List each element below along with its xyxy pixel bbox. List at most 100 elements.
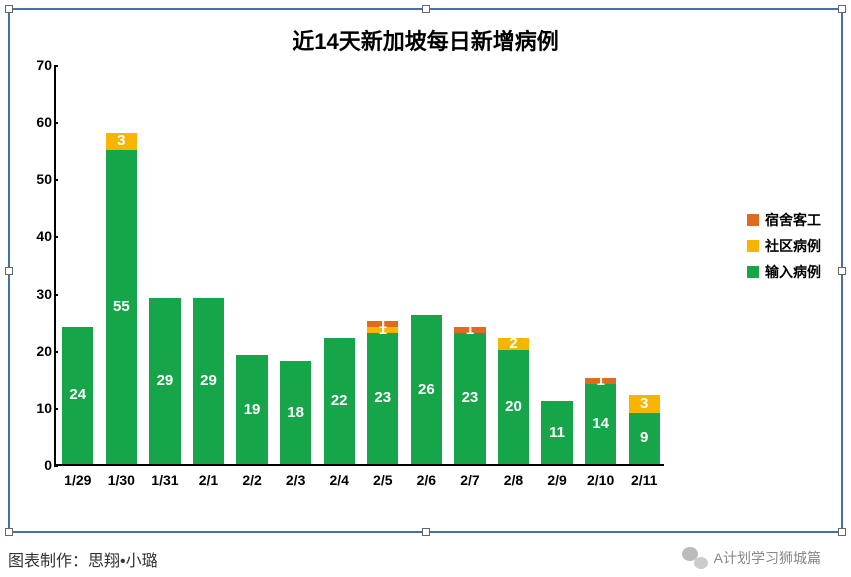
bar-segment: 14 [585, 384, 616, 464]
bar-segment: 29 [149, 298, 180, 464]
bar-value-label: 26 [411, 381, 442, 398]
bar-segment: 24 [62, 327, 93, 464]
bar-segment: 26 [411, 315, 442, 464]
wechat-tag: A计划学习狮城篇 [682, 547, 821, 569]
legend-label: 宿舍客工 [765, 210, 821, 230]
bar-group: 2311 [367, 463, 398, 464]
bar-segment: 1 [367, 321, 398, 327]
bar-segment: 3 [629, 395, 660, 412]
resize-handle-l[interactable] [5, 267, 13, 275]
x-tick-label: 2/5 [361, 472, 405, 488]
y-tick-label: 70 [22, 57, 52, 73]
legend-item: 社区病例 [747, 236, 821, 256]
bar-group: 11 [541, 463, 572, 464]
bar-segment: 3 [106, 133, 137, 150]
bar-value-label: 3 [629, 395, 660, 412]
wechat-icon [682, 547, 708, 569]
bar-value-label: 24 [62, 386, 93, 403]
plot-area: 010203040506070241/295531/30291/31292/11… [54, 66, 664, 466]
bar-group: 29 [193, 463, 224, 464]
bar-segment: 2 [498, 338, 529, 349]
bar-value-label: 11 [541, 424, 572, 441]
y-tick-label: 20 [22, 343, 52, 359]
legend-label: 社区病例 [765, 236, 821, 256]
bar-group: 26 [411, 463, 442, 464]
bar-value-label: 22 [324, 392, 355, 409]
resize-handle-br[interactable] [838, 528, 846, 536]
x-tick-label: 2/3 [274, 472, 318, 488]
x-tick-label: 2/11 [622, 472, 666, 488]
bar-segment: 23 [367, 333, 398, 464]
wechat-text: A计划学习狮城篇 [714, 548, 821, 568]
bar-group: 29 [149, 463, 180, 464]
bar-value-label: 14 [585, 415, 616, 432]
bar-value-label: 29 [149, 372, 180, 389]
bar-segment: 1 [454, 327, 485, 333]
legend: 宿舍客工社区病例输入病例 [747, 210, 821, 288]
bar-group: 231 [454, 463, 485, 464]
bar-group: 141 [585, 463, 616, 464]
bar-group: 93 [629, 463, 660, 464]
x-tick-label: 2/7 [448, 472, 492, 488]
chart-frame: 近14天新加坡每日新增病例 010203040506070241/295531/… [8, 8, 843, 533]
bar-value-label: 23 [367, 389, 398, 406]
y-tick-label: 60 [22, 114, 52, 130]
bar-group: 24 [62, 463, 93, 464]
resize-handle-t[interactable] [422, 5, 430, 13]
bar-group: 19 [236, 463, 267, 464]
bar-segment: 55 [106, 150, 137, 464]
x-tick-label: 1/31 [143, 472, 187, 488]
bar-value-label: 3 [106, 132, 137, 149]
x-tick-label: 1/30 [100, 472, 144, 488]
resize-handle-tl[interactable] [5, 5, 13, 13]
bar-segment: 29 [193, 298, 224, 464]
bar-value-label: 1 [454, 321, 485, 338]
bar-group: 202 [498, 463, 529, 464]
bar-value-label: 2 [498, 335, 529, 352]
bar-group: 553 [106, 463, 137, 464]
bar-segment: 22 [324, 338, 355, 464]
y-tick-label: 10 [22, 400, 52, 416]
legend-label: 输入病例 [765, 262, 821, 282]
bar-value-label: 29 [193, 372, 224, 389]
x-tick-label: 2/8 [492, 472, 536, 488]
bar-value-label: 18 [280, 404, 311, 421]
y-tick-label: 30 [22, 286, 52, 302]
x-tick-label: 2/10 [579, 472, 623, 488]
bar-group: 22 [324, 463, 355, 464]
bar-segment: 19 [236, 355, 267, 464]
bar-group: 18 [280, 463, 311, 464]
x-tick-label: 1/29 [56, 472, 100, 488]
bar-value-label: 20 [498, 398, 529, 415]
bar-value-label: 9 [629, 429, 660, 446]
bar-segment: 20 [498, 350, 529, 464]
x-tick-label: 2/9 [535, 472, 579, 488]
bar-value-label: 23 [454, 389, 485, 406]
bar-value-label: 1 [367, 315, 398, 332]
bar-segment: 18 [280, 361, 311, 464]
legend-swatch [747, 214, 759, 226]
bar-segment: 23 [454, 333, 485, 464]
y-tick-label: 40 [22, 228, 52, 244]
x-tick-label: 2/4 [317, 472, 361, 488]
y-tick-label: 0 [22, 457, 52, 473]
chart-title: 近14天新加坡每日新增病例 [10, 24, 841, 56]
legend-item: 宿舍客工 [747, 210, 821, 230]
legend-item: 输入病例 [747, 262, 821, 282]
bar-segment: 1 [585, 378, 616, 384]
x-tick-label: 2/6 [405, 472, 449, 488]
resize-handle-bl[interactable] [5, 528, 13, 536]
y-tick-label: 50 [22, 171, 52, 187]
legend-swatch [747, 266, 759, 278]
bar-value-label: 19 [236, 401, 267, 418]
x-tick-label: 2/2 [230, 472, 274, 488]
resize-handle-b[interactable] [422, 528, 430, 536]
bar-value-label: 55 [106, 298, 137, 315]
x-tick-label: 2/1 [187, 472, 231, 488]
bar-segment: 9 [629, 413, 660, 464]
bar-segment: 11 [541, 401, 572, 464]
chart-credit: 图表制作：思翔•小璐 [8, 547, 158, 571]
resize-handle-tr[interactable] [838, 5, 846, 13]
resize-handle-r[interactable] [838, 267, 846, 275]
legend-swatch [747, 240, 759, 252]
